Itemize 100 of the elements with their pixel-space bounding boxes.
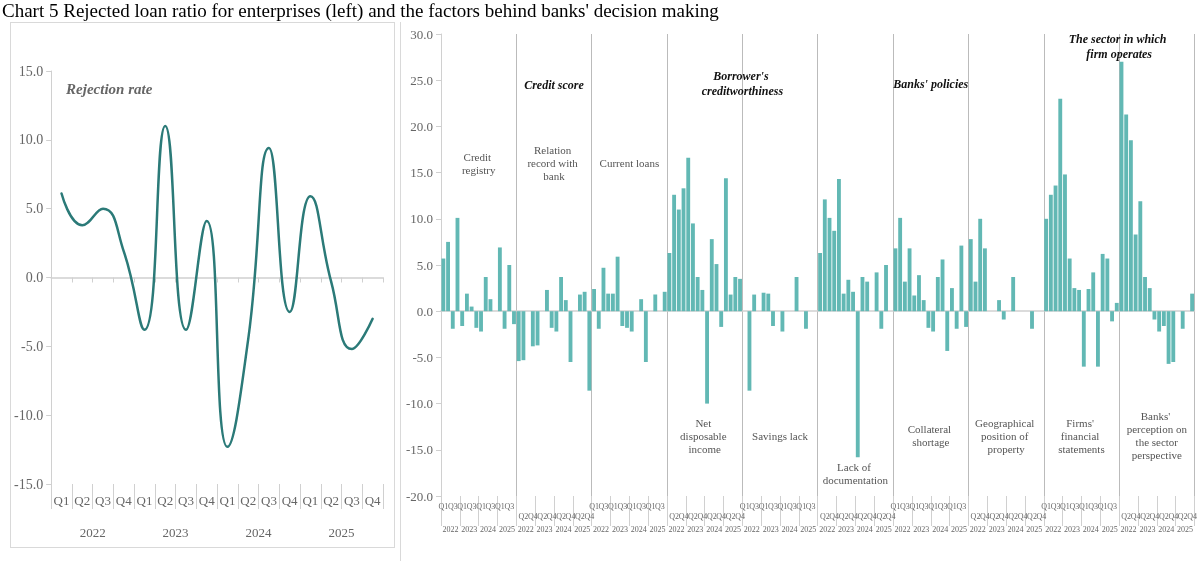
- x-tick-label: Q4: [565, 511, 576, 521]
- y-tick-label: 25.0: [410, 72, 433, 88]
- line-series: [60, 124, 374, 449]
- y-tick-label: -5.0: [412, 349, 433, 365]
- x-tick-label: Q2: [1027, 511, 1037, 521]
- x-tick-label: Q4: [1017, 511, 1028, 521]
- text: 2022: [79, 524, 106, 540]
- x-tick-label: Q1: [758, 501, 769, 511]
- x-tick-label: Q3: [260, 493, 277, 508]
- x-tick-label: Q4: [1168, 511, 1179, 521]
- bar: [964, 311, 969, 327]
- x-tick-label: Q4: [867, 511, 877, 521]
- x-tick-label: Q3: [1050, 501, 1061, 511]
- text: 2024: [781, 524, 798, 534]
- text: 2023: [162, 524, 189, 540]
- x-tick-label: Q1: [777, 501, 788, 511]
- y-tick-label: 5.0: [416, 257, 433, 273]
- text: 2022: [743, 524, 760, 534]
- annotation: Lack of documentation: [822, 461, 889, 487]
- bar: [686, 157, 691, 312]
- x-tick-label: Q4: [678, 511, 689, 521]
- x-tick-label: Q4: [998, 511, 1009, 521]
- y-tick-label: 20.0: [410, 118, 433, 134]
- text: 2022: [894, 524, 911, 534]
- x-tick-label: Q3: [655, 501, 665, 511]
- x-tick-label: Q1: [928, 501, 938, 511]
- x-tick-label: Q1: [302, 493, 319, 508]
- text: 2022: [969, 524, 986, 534]
- text: 2025: [875, 524, 892, 534]
- bar: [483, 277, 488, 312]
- x-tick-label: Q3: [956, 501, 967, 511]
- x-tick-label: Q4: [980, 511, 990, 521]
- text: 2023: [461, 524, 478, 534]
- bar: [771, 311, 775, 326]
- text: 2025: [574, 524, 591, 534]
- x-tick-label: Q3: [1088, 501, 1099, 511]
- bar: [653, 294, 658, 312]
- bar: [1105, 258, 1110, 312]
- bar: [450, 311, 455, 329]
- x-tick-label: Q3: [786, 501, 797, 511]
- x-tick-label: Q4: [527, 511, 538, 521]
- text: 2023: [1064, 524, 1081, 534]
- annotation: Banks' perception on the sector perspective: [1126, 410, 1188, 462]
- x-tick-label: Q3: [466, 501, 477, 511]
- y-tick-label: 0.0: [416, 303, 433, 319]
- x-tick-label: Q2: [74, 493, 91, 508]
- bar: [1157, 311, 1162, 332]
- text: 2024: [480, 524, 497, 534]
- bar: [855, 311, 860, 458]
- bar: [620, 311, 625, 326]
- bar: [968, 239, 973, 312]
- x-tick-label: Q4: [829, 511, 840, 521]
- text: 2024: [706, 524, 723, 534]
- text: 2022: [593, 524, 610, 534]
- bar: [719, 311, 724, 327]
- x-tick-label: Q2: [240, 493, 257, 508]
- x-tick-label: Q1: [53, 493, 70, 508]
- text: 2025: [951, 524, 968, 534]
- text: 2024: [555, 524, 572, 534]
- x-tick-label: Q3: [504, 501, 515, 511]
- bar: [997, 300, 1001, 312]
- text: 2023: [762, 524, 779, 534]
- x-tick-label: Q1: [1041, 501, 1052, 511]
- annotation: Credit score: [524, 77, 585, 92]
- x-tick-label: Q2: [970, 511, 981, 521]
- bar: [959, 245, 964, 312]
- annotation: Credit registry: [461, 150, 496, 176]
- x-tick-label: Q4: [1187, 511, 1198, 521]
- bar: [507, 265, 512, 312]
- text: 2023: [913, 524, 930, 534]
- annotation: Current loans: [599, 157, 660, 170]
- bar: [780, 311, 785, 332]
- y-tick-label: 10.0: [18, 132, 44, 148]
- x-tick-label: Q1: [136, 493, 153, 508]
- bar: [1110, 311, 1114, 322]
- x-tick-label: Q2: [556, 511, 566, 521]
- y-tick-label: 10.0: [410, 211, 433, 227]
- y-tick-label: 15.0: [18, 63, 44, 79]
- bar: [554, 311, 559, 332]
- annotation: Relation record with bank: [527, 144, 581, 183]
- bar: [879, 311, 884, 329]
- text: 2022: [1045, 524, 1062, 534]
- x-tick-label: Q2: [989, 511, 1000, 521]
- bar: [1030, 311, 1034, 329]
- y-tick-label: 5.0: [25, 201, 44, 217]
- x-tick-label: Q1: [796, 501, 807, 511]
- bar: [559, 277, 564, 312]
- bar: [874, 272, 879, 312]
- x-tick-label: Q2: [537, 511, 548, 521]
- text: 2022: [1120, 524, 1137, 534]
- x-tick-label: Q3: [899, 501, 910, 511]
- bar: [1001, 311, 1006, 320]
- y-tick-label: -5.0: [20, 338, 44, 354]
- bar: [596, 311, 601, 329]
- bar: [1011, 277, 1016, 312]
- bar: [884, 265, 888, 312]
- text: 2023: [687, 524, 704, 534]
- annotation: Savings lack: [752, 429, 809, 442]
- x-tick-label: Q4: [885, 511, 896, 521]
- x-tick-label: Q2: [706, 511, 717, 521]
